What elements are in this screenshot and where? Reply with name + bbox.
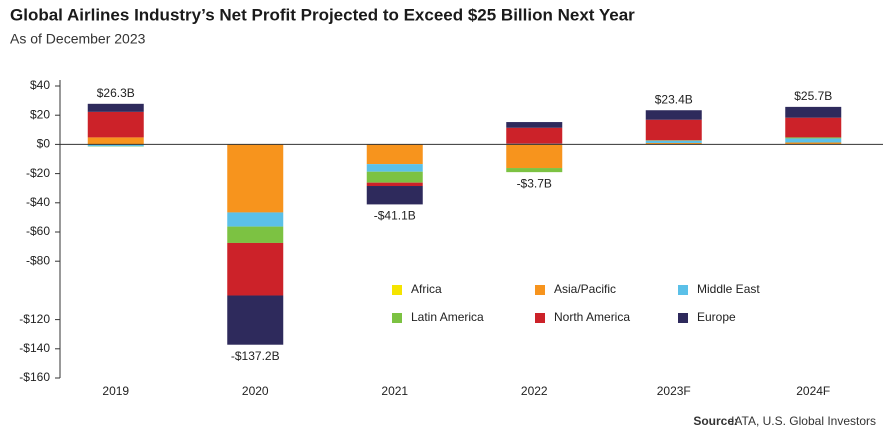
legend-swatch — [392, 313, 402, 323]
bar-segment — [506, 144, 563, 169]
bar-segment — [366, 144, 423, 165]
y-tick-label: -$80 — [26, 253, 50, 267]
y-tick-label: -$120 — [19, 312, 50, 326]
y-tick-label: -$160 — [19, 370, 50, 384]
legend-swatch — [678, 313, 688, 323]
bar-segment — [506, 127, 563, 144]
bar-segment — [645, 142, 702, 145]
bar-segment — [366, 171, 423, 183]
x-tick-label: 2023F — [657, 384, 691, 398]
total-label: $23.4B — [655, 92, 693, 106]
total-label: -$41.1B — [374, 209, 416, 223]
bar-segment — [87, 137, 144, 145]
bar-segment — [227, 242, 284, 296]
x-tick-label: 2024F — [796, 384, 830, 398]
chart-subtitle: As of December 2023 — [10, 31, 146, 47]
y-tick-label: $20 — [30, 107, 50, 121]
legend-swatch — [392, 285, 402, 295]
legend-label: Europe — [697, 310, 736, 324]
x-tick-label: 2019 — [102, 384, 129, 398]
bar-segment — [506, 122, 563, 128]
y-tick-label: -$60 — [26, 224, 50, 238]
source: IATA, U.S. Global Investors — [731, 414, 876, 428]
bar-segment — [87, 103, 144, 112]
bar-segment — [366, 182, 423, 187]
y-tick-label: -$40 — [26, 195, 50, 209]
legend-label: North America — [554, 310, 630, 324]
legend-swatch — [678, 285, 688, 295]
legend-swatch — [535, 313, 545, 323]
bar-segment — [785, 137, 842, 139]
bar-segment — [227, 212, 284, 227]
bar-segment — [645, 140, 702, 143]
legend-label: Africa — [411, 282, 442, 296]
bar-segment — [645, 119, 702, 141]
legend-swatch — [535, 285, 545, 295]
x-tick-label: 2020 — [242, 384, 269, 398]
y-tick-label: -$140 — [19, 341, 50, 355]
bar-segment — [87, 144, 144, 147]
x-tick-label: 2022 — [521, 384, 548, 398]
bar-segment — [227, 226, 284, 243]
total-label: -$3.7B — [517, 176, 552, 190]
total-label: $25.7B — [794, 89, 832, 103]
total-label: $26.3B — [97, 86, 135, 100]
y-tick-label: $40 — [30, 78, 50, 92]
legend-label: Asia/Pacific — [554, 282, 616, 296]
bar-segment — [785, 142, 842, 145]
bar-segment — [645, 110, 702, 120]
bar-segment — [366, 164, 423, 172]
x-tick-label: 2021 — [381, 384, 408, 398]
bar-segment — [785, 138, 842, 143]
chart-title: Global Airlines Industry’s Net Profit Pr… — [10, 5, 635, 24]
legend-label: Latin America — [411, 310, 484, 324]
bar-segment — [227, 144, 284, 213]
y-tick-label: $0 — [37, 137, 51, 151]
y-tick-label: -$20 — [26, 166, 50, 180]
bar-segment — [506, 168, 563, 173]
source-label: Source: — [693, 414, 738, 428]
bar-segment — [785, 106, 842, 118]
bar-segment — [87, 111, 144, 138]
bar-segment — [227, 295, 284, 345]
total-label: -$137.2B — [231, 349, 280, 363]
legend-label: Middle East — [697, 282, 760, 296]
bar-segment — [785, 117, 842, 138]
bar-segment — [366, 186, 423, 205]
